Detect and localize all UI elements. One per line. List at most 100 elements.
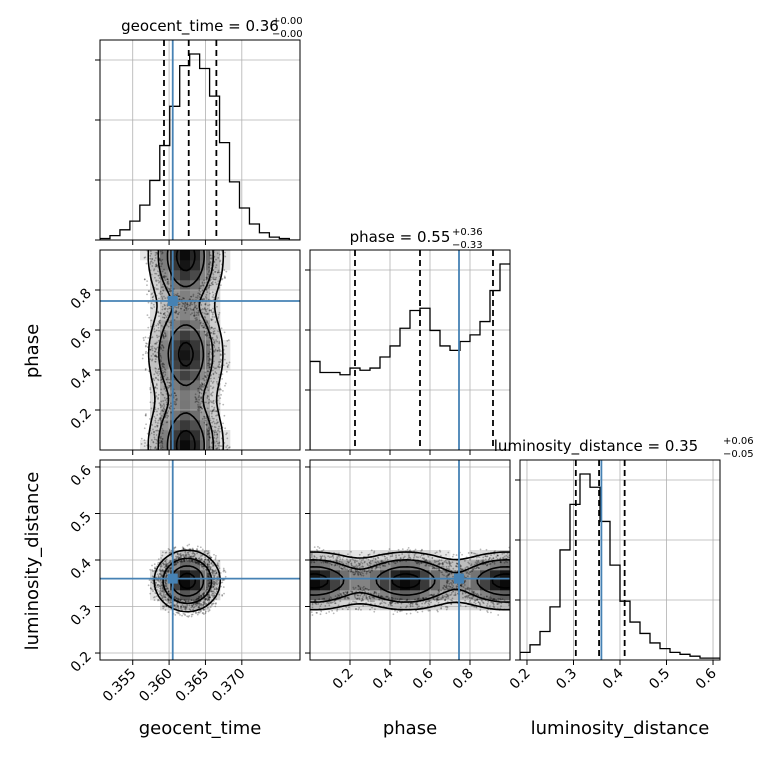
sample-point bbox=[202, 284, 205, 287]
sample-point bbox=[356, 565, 359, 568]
sample-point bbox=[362, 596, 364, 598]
sample-point bbox=[207, 598, 210, 601]
sample-point bbox=[149, 257, 152, 260]
sample-point bbox=[177, 305, 180, 308]
sample-point bbox=[212, 399, 215, 402]
sample-point bbox=[204, 308, 207, 311]
sample-point bbox=[161, 258, 164, 261]
sample-point bbox=[203, 330, 206, 333]
sample-point bbox=[165, 580, 168, 583]
sample-point bbox=[389, 604, 392, 607]
sample-point bbox=[162, 563, 165, 566]
sample-point bbox=[205, 333, 208, 335]
sample-point bbox=[383, 564, 386, 567]
sample-point bbox=[487, 559, 490, 561]
sample-point bbox=[207, 438, 210, 441]
sample-point bbox=[466, 575, 469, 578]
sample-point bbox=[174, 293, 177, 296]
sample-point bbox=[211, 283, 214, 286]
density-cell bbox=[420, 560, 431, 571]
sample-point bbox=[176, 605, 179, 607]
sample-point bbox=[156, 264, 158, 267]
sample-point bbox=[167, 415, 170, 417]
sample-point bbox=[197, 406, 200, 409]
sample-point bbox=[185, 306, 188, 309]
sample-point bbox=[211, 569, 214, 572]
sample-point bbox=[463, 584, 466, 586]
sample-point bbox=[168, 567, 171, 570]
sample-point bbox=[201, 308, 204, 310]
sample-point bbox=[163, 368, 166, 371]
sample-point bbox=[155, 280, 158, 283]
sample-point bbox=[350, 562, 353, 565]
sample-point bbox=[195, 557, 197, 560]
density-cell bbox=[350, 550, 361, 561]
sample-point bbox=[180, 560, 183, 562]
density-cell bbox=[150, 300, 161, 311]
sample-point bbox=[484, 558, 487, 561]
sample-point bbox=[186, 560, 189, 562]
sample-point bbox=[213, 316, 216, 318]
sample-point bbox=[446, 595, 449, 598]
sample-point bbox=[464, 599, 467, 602]
sample-point bbox=[175, 310, 178, 313]
sample-point bbox=[164, 563, 167, 566]
sample-point bbox=[156, 429, 159, 432]
sample-point bbox=[428, 609, 431, 612]
sample-point bbox=[168, 321, 171, 324]
sample-point bbox=[463, 559, 466, 562]
sample-point bbox=[460, 584, 462, 587]
sample-point bbox=[161, 296, 164, 299]
sample-point bbox=[368, 597, 371, 599]
sample-point bbox=[162, 593, 165, 595]
truth-marker bbox=[167, 573, 178, 584]
density-cell bbox=[370, 590, 381, 601]
sample-point bbox=[213, 594, 216, 597]
sample-point bbox=[217, 421, 219, 424]
sample-point bbox=[374, 561, 377, 564]
sample-point bbox=[216, 436, 219, 439]
sample-point bbox=[205, 603, 207, 606]
sample-point bbox=[496, 603, 499, 605]
sample-point bbox=[184, 605, 187, 608]
density-cell bbox=[390, 560, 401, 571]
sample-point bbox=[488, 557, 491, 560]
density-cell bbox=[410, 560, 421, 571]
density-cell bbox=[310, 560, 321, 571]
sample-point bbox=[407, 546, 410, 549]
sample-point bbox=[215, 572, 218, 574]
sample-point bbox=[354, 561, 356, 564]
sample-point bbox=[389, 601, 392, 604]
sample-point bbox=[154, 257, 157, 259]
sample-point bbox=[210, 284, 212, 287]
contours-geocent_time-vs-luminosity_distance bbox=[153, 549, 222, 613]
density-cell bbox=[500, 550, 510, 561]
sample-point bbox=[197, 597, 200, 600]
sample-point bbox=[435, 598, 438, 601]
sample-point bbox=[213, 426, 216, 428]
sample-point bbox=[169, 559, 172, 562]
sample-point bbox=[184, 554, 187, 557]
sample-point bbox=[215, 590, 218, 593]
sample-point bbox=[455, 585, 458, 588]
sample-point bbox=[157, 579, 160, 581]
sample-point bbox=[208, 344, 211, 346]
sample-point bbox=[202, 567, 205, 570]
sample-point bbox=[346, 560, 349, 563]
sample-point bbox=[210, 319, 213, 322]
sample-point bbox=[156, 288, 159, 290]
sample-point bbox=[201, 593, 204, 595]
sample-point bbox=[328, 610, 331, 613]
sample-point bbox=[433, 559, 436, 562]
sample-point bbox=[169, 381, 172, 384]
sample-point bbox=[210, 562, 213, 565]
sample-point bbox=[390, 602, 393, 605]
sample-point bbox=[506, 555, 509, 558]
sample-point bbox=[339, 567, 342, 570]
sample-point bbox=[143, 445, 146, 448]
sample-point bbox=[159, 312, 162, 315]
sample-point bbox=[174, 563, 177, 566]
sample-point bbox=[461, 585, 463, 588]
sample-point bbox=[165, 397, 168, 400]
density-cell bbox=[170, 340, 181, 351]
